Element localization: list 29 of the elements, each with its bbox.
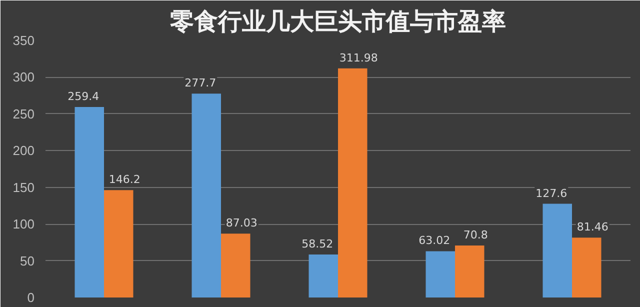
chart-title: 零食行业几大巨头市值与市盈率	[170, 8, 506, 36]
y-tick-label: 0	[27, 290, 35, 305]
bar	[308, 254, 338, 298]
data-label: 87.03	[226, 216, 258, 230]
data-label: 311.98	[339, 51, 378, 64]
bar	[542, 204, 572, 298]
y-tick-label: 50	[20, 253, 35, 268]
bar	[426, 251, 455, 298]
bar	[572, 238, 602, 298]
data-label: 259.4	[68, 90, 100, 104]
bar	[74, 107, 104, 298]
bar	[192, 94, 221, 298]
y-tick-label: 100	[12, 216, 35, 232]
y-tick-label: 150	[12, 180, 35, 195]
data-label: 81.46	[576, 220, 608, 234]
data-label: 63.02	[418, 234, 450, 248]
y-tick-label: 200	[12, 143, 35, 158]
bar	[221, 234, 250, 298]
data-label: 146.2	[108, 173, 140, 186]
bar	[338, 68, 368, 298]
y-tick-label: 350	[12, 33, 35, 48]
y-tick-label: 300	[12, 70, 35, 85]
bar	[104, 190, 134, 298]
bar	[455, 246, 484, 298]
data-label: 58.52	[302, 238, 334, 251]
data-label: 127.6	[536, 186, 568, 200]
y-tick-label: 250	[12, 106, 35, 122]
data-label: 70.8	[463, 228, 488, 242]
data-label: 277.7	[184, 76, 216, 90]
